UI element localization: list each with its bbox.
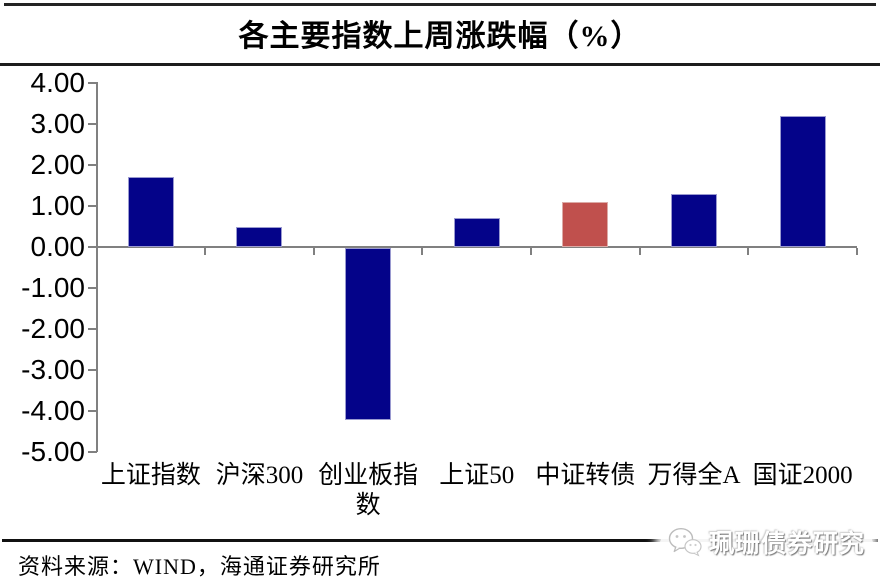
y-tick-label: -1.00: [21, 271, 85, 303]
x-tick-label: 上证指数: [100, 462, 201, 489]
x-axis-tick: [204, 248, 207, 255]
y-axis-tick: [87, 246, 97, 248]
bar-chart-plot-area: 4.00 3.00 2.00 1.00 0.00 -1.00 -2.00 -3.00 -4.00…: [21, 67, 858, 519]
x-tick-label: 国证2000: [752, 462, 853, 489]
y-tick-label: -2.00: [21, 312, 85, 344]
x-axis-tick: [747, 248, 750, 255]
y-axis-tick: [87, 327, 97, 330]
y-axis-tick: [87, 450, 97, 453]
footer-divider-line: [2, 539, 878, 542]
y-tick-label: -3.00: [21, 353, 85, 385]
bar-上证指数: [127, 177, 174, 247]
y-axis-tick: [87, 82, 97, 85]
y-tick-label: 1.00: [30, 190, 86, 222]
bar-国证2000: [779, 116, 826, 247]
y-tick-label: -4.00: [21, 394, 85, 426]
x-tick-label: 创业板指 数: [318, 462, 419, 519]
y-axis-tick: [87, 123, 97, 126]
x-axis-line: [96, 246, 857, 248]
y-axis-tick: [87, 368, 97, 371]
y-tick-label: 2.00: [30, 149, 86, 181]
x-axis-tick: [530, 248, 533, 255]
y-axis-tick: [87, 164, 97, 167]
y-axis-tick: [87, 409, 97, 412]
x-axis-tick: [638, 248, 641, 255]
title-divider-line: [0, 63, 880, 66]
y-axis-line: [95, 82, 98, 453]
y-axis-tick: [87, 286, 97, 289]
x-axis-tick: [421, 248, 424, 255]
x-axis-tick: [856, 248, 858, 255]
x-tick-label: 沪深300: [215, 462, 304, 489]
x-tick-label: 上证50: [439, 462, 515, 489]
y-tick-label: 3.00: [30, 108, 86, 140]
bar-上证50: [453, 218, 500, 247]
x-tick-label: 中证转债: [535, 462, 636, 489]
top-border-line: [4, 3, 876, 6]
source-note: 资料来源：WIND，海通证券研究所: [18, 554, 381, 579]
wechat-icon: [668, 527, 702, 557]
chart-title: 各主要指数上周涨跌幅（%）: [238, 20, 642, 53]
x-axis-tick: [312, 248, 315, 255]
y-tick-label: -5.00: [21, 435, 85, 467]
bar-中证转债: [562, 202, 609, 247]
bar-万得全A: [671, 193, 718, 247]
y-tick-label: 0.00: [30, 231, 86, 262]
watermark-label: 珮珊债券研究: [709, 531, 866, 558]
watermark: 珮珊债券研究: [660, 521, 874, 563]
y-tick-label: 4.00: [30, 67, 86, 99]
y-axis-tick: [87, 205, 97, 208]
x-tick-label: 万得全A: [647, 462, 741, 489]
bar-创业板指数: [345, 248, 392, 420]
bar-沪深300: [236, 226, 283, 247]
